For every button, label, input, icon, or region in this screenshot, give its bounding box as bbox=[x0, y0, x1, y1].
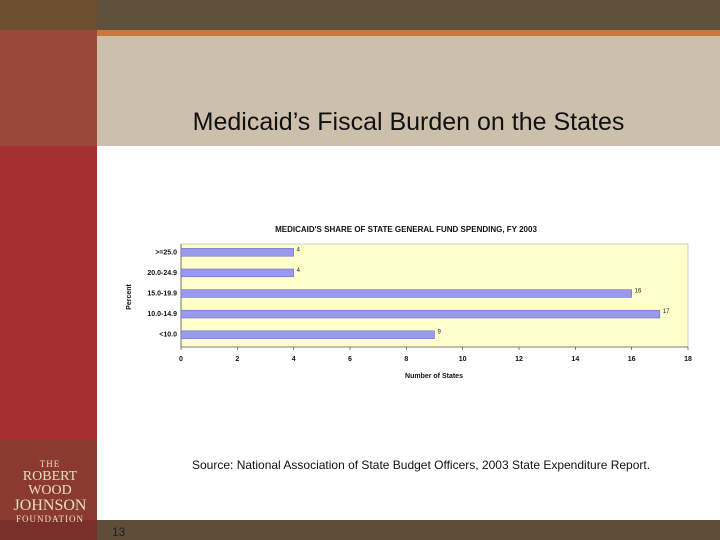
x-tick-label: 18 bbox=[684, 356, 692, 363]
footer-left bbox=[0, 520, 97, 540]
bar bbox=[180, 289, 632, 298]
category-label: >=25.0 bbox=[155, 249, 177, 256]
logo-line-1: THE bbox=[39, 459, 61, 469]
logo-line-4: FOUNDATION bbox=[16, 514, 84, 524]
left-sidebar-top bbox=[0, 30, 97, 146]
category-labels-group: >=25.0 20.0-24.9 15.0-19.9 10.0-14.9 <10.0 bbox=[147, 249, 177, 338]
x-axis-label: Number of States bbox=[405, 373, 463, 380]
bars-group bbox=[180, 248, 661, 339]
category-label: 15.0-19.9 bbox=[147, 291, 177, 298]
logo-line-2: ROBERT WOOD bbox=[22, 469, 78, 498]
value-label: 16 bbox=[635, 289, 642, 295]
chart-title: MEDICAID'S SHARE OF STATE GENERAL FUND S… bbox=[275, 225, 537, 234]
value-label: 4 bbox=[297, 268, 301, 274]
x-tick-label: 0 bbox=[179, 356, 183, 363]
category-label: <10.0 bbox=[159, 332, 177, 339]
x-ticks-group: 0 2 4 6 8 10 12 14 16 18 bbox=[179, 347, 692, 363]
top-band-right bbox=[97, 0, 720, 30]
value-label: 17 bbox=[663, 309, 670, 315]
bar bbox=[180, 309, 661, 319]
title-header-area bbox=[97, 36, 720, 146]
x-tick-label: 12 bbox=[515, 356, 523, 363]
category-label: 10.0-14.9 bbox=[147, 311, 177, 318]
slide-title: Medicaid’s Fiscal Burden on the States bbox=[192, 108, 625, 136]
logo-line-3: JOHNSON bbox=[13, 497, 87, 514]
category-label: 20.0-24.9 bbox=[147, 270, 177, 277]
bar bbox=[180, 330, 435, 339]
x-tick-label: 14 bbox=[571, 356, 579, 363]
rwjf-logo: THE ROBERT WOOD JOHNSON FOUNDATION bbox=[6, 460, 94, 524]
source-note: Source: National Association of State Bu… bbox=[192, 458, 651, 472]
accent-line bbox=[97, 30, 720, 36]
top-band bbox=[0, 0, 720, 30]
value-label: 4 bbox=[297, 247, 301, 253]
bar bbox=[180, 268, 294, 278]
value-label: 9 bbox=[438, 330, 442, 336]
x-tick-label: 16 bbox=[628, 356, 636, 363]
y-axis-label: Percent bbox=[126, 283, 133, 309]
x-tick-label: 10 bbox=[459, 356, 467, 363]
x-tick-label: 2 bbox=[235, 356, 239, 363]
bar bbox=[180, 248, 294, 257]
x-tick-label: 8 bbox=[404, 356, 408, 363]
value-labels-group: 4 4 16 17 9 bbox=[297, 247, 671, 335]
x-tick-label: 6 bbox=[348, 356, 352, 363]
logo-area bbox=[0, 440, 97, 520]
top-band-left bbox=[0, 0, 97, 30]
slide-number: 13 bbox=[112, 525, 126, 539]
footer-bar bbox=[97, 520, 720, 540]
x-tick-label: 4 bbox=[292, 356, 296, 363]
